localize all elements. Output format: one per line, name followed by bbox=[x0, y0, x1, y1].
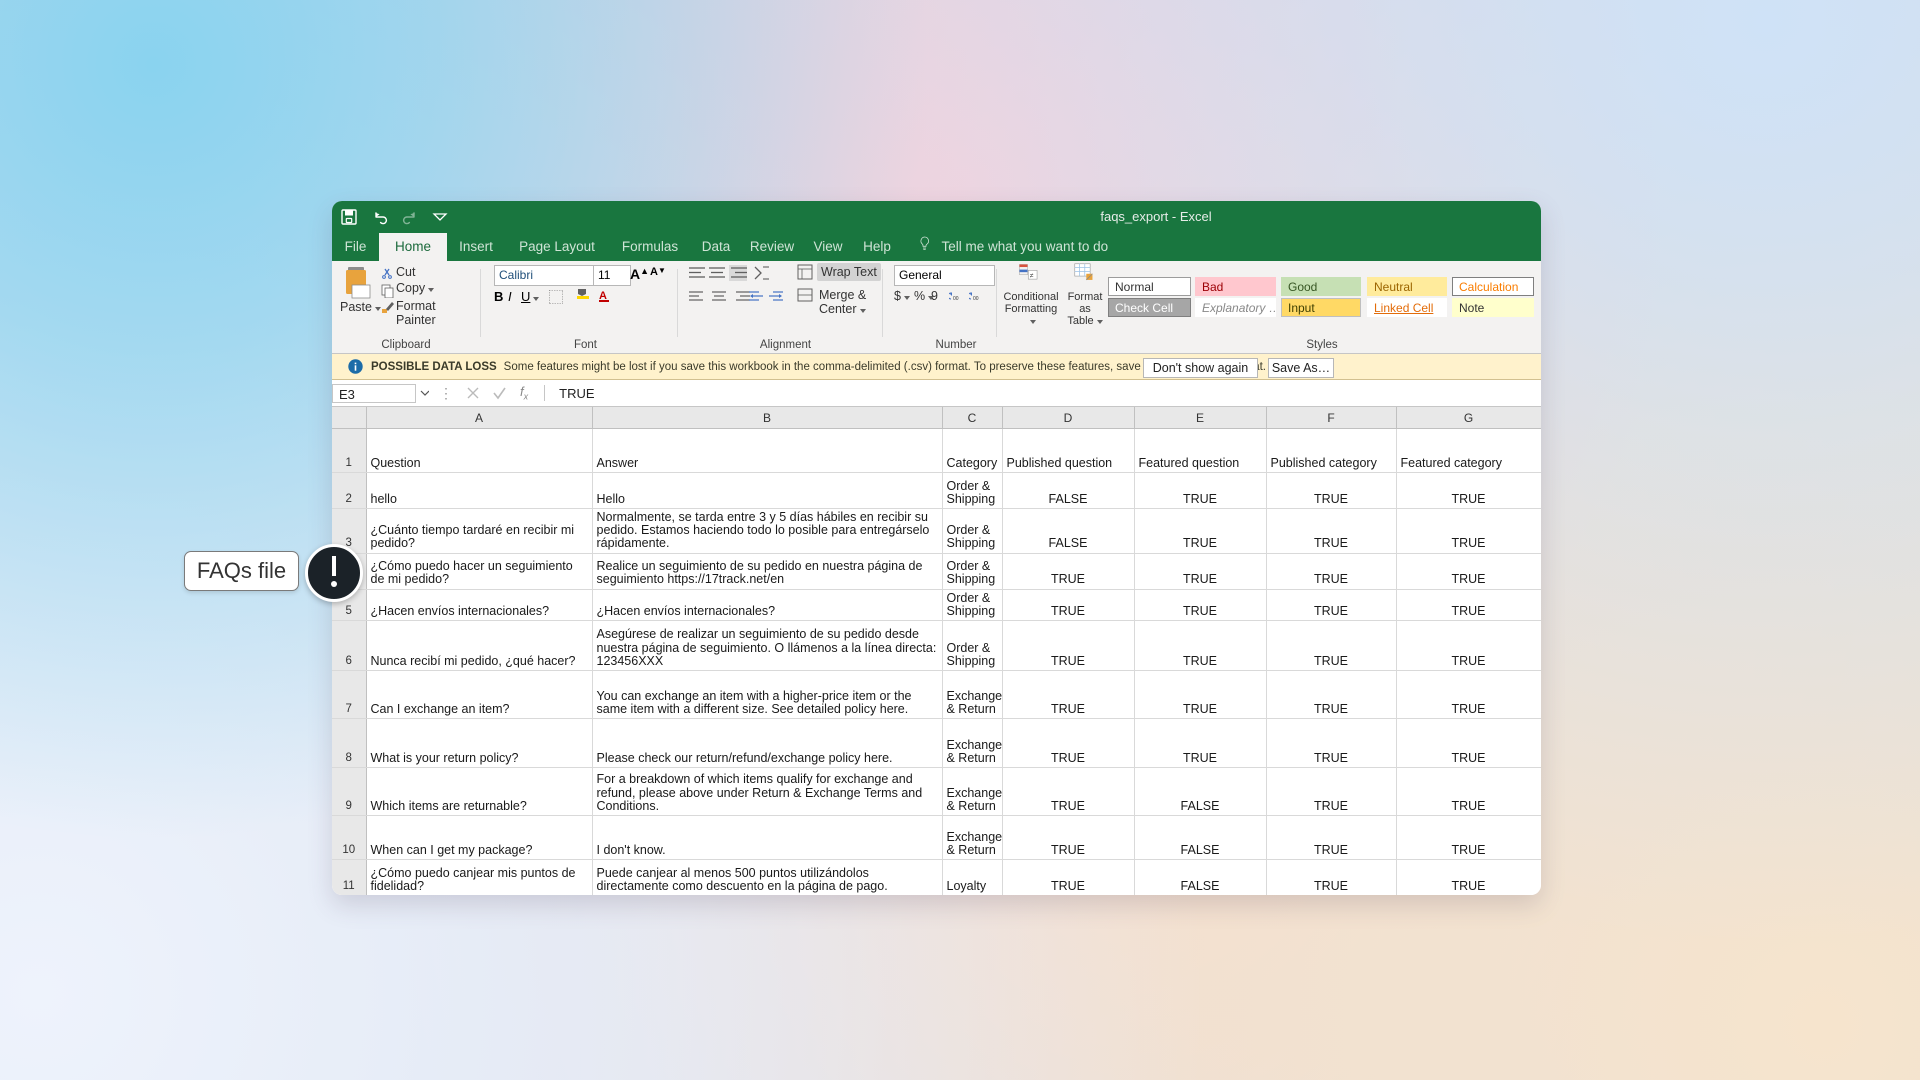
svg-text:00: 00 bbox=[973, 296, 979, 302]
svg-text:00: 00 bbox=[953, 296, 959, 302]
svg-text:≠: ≠ bbox=[1030, 273, 1034, 280]
